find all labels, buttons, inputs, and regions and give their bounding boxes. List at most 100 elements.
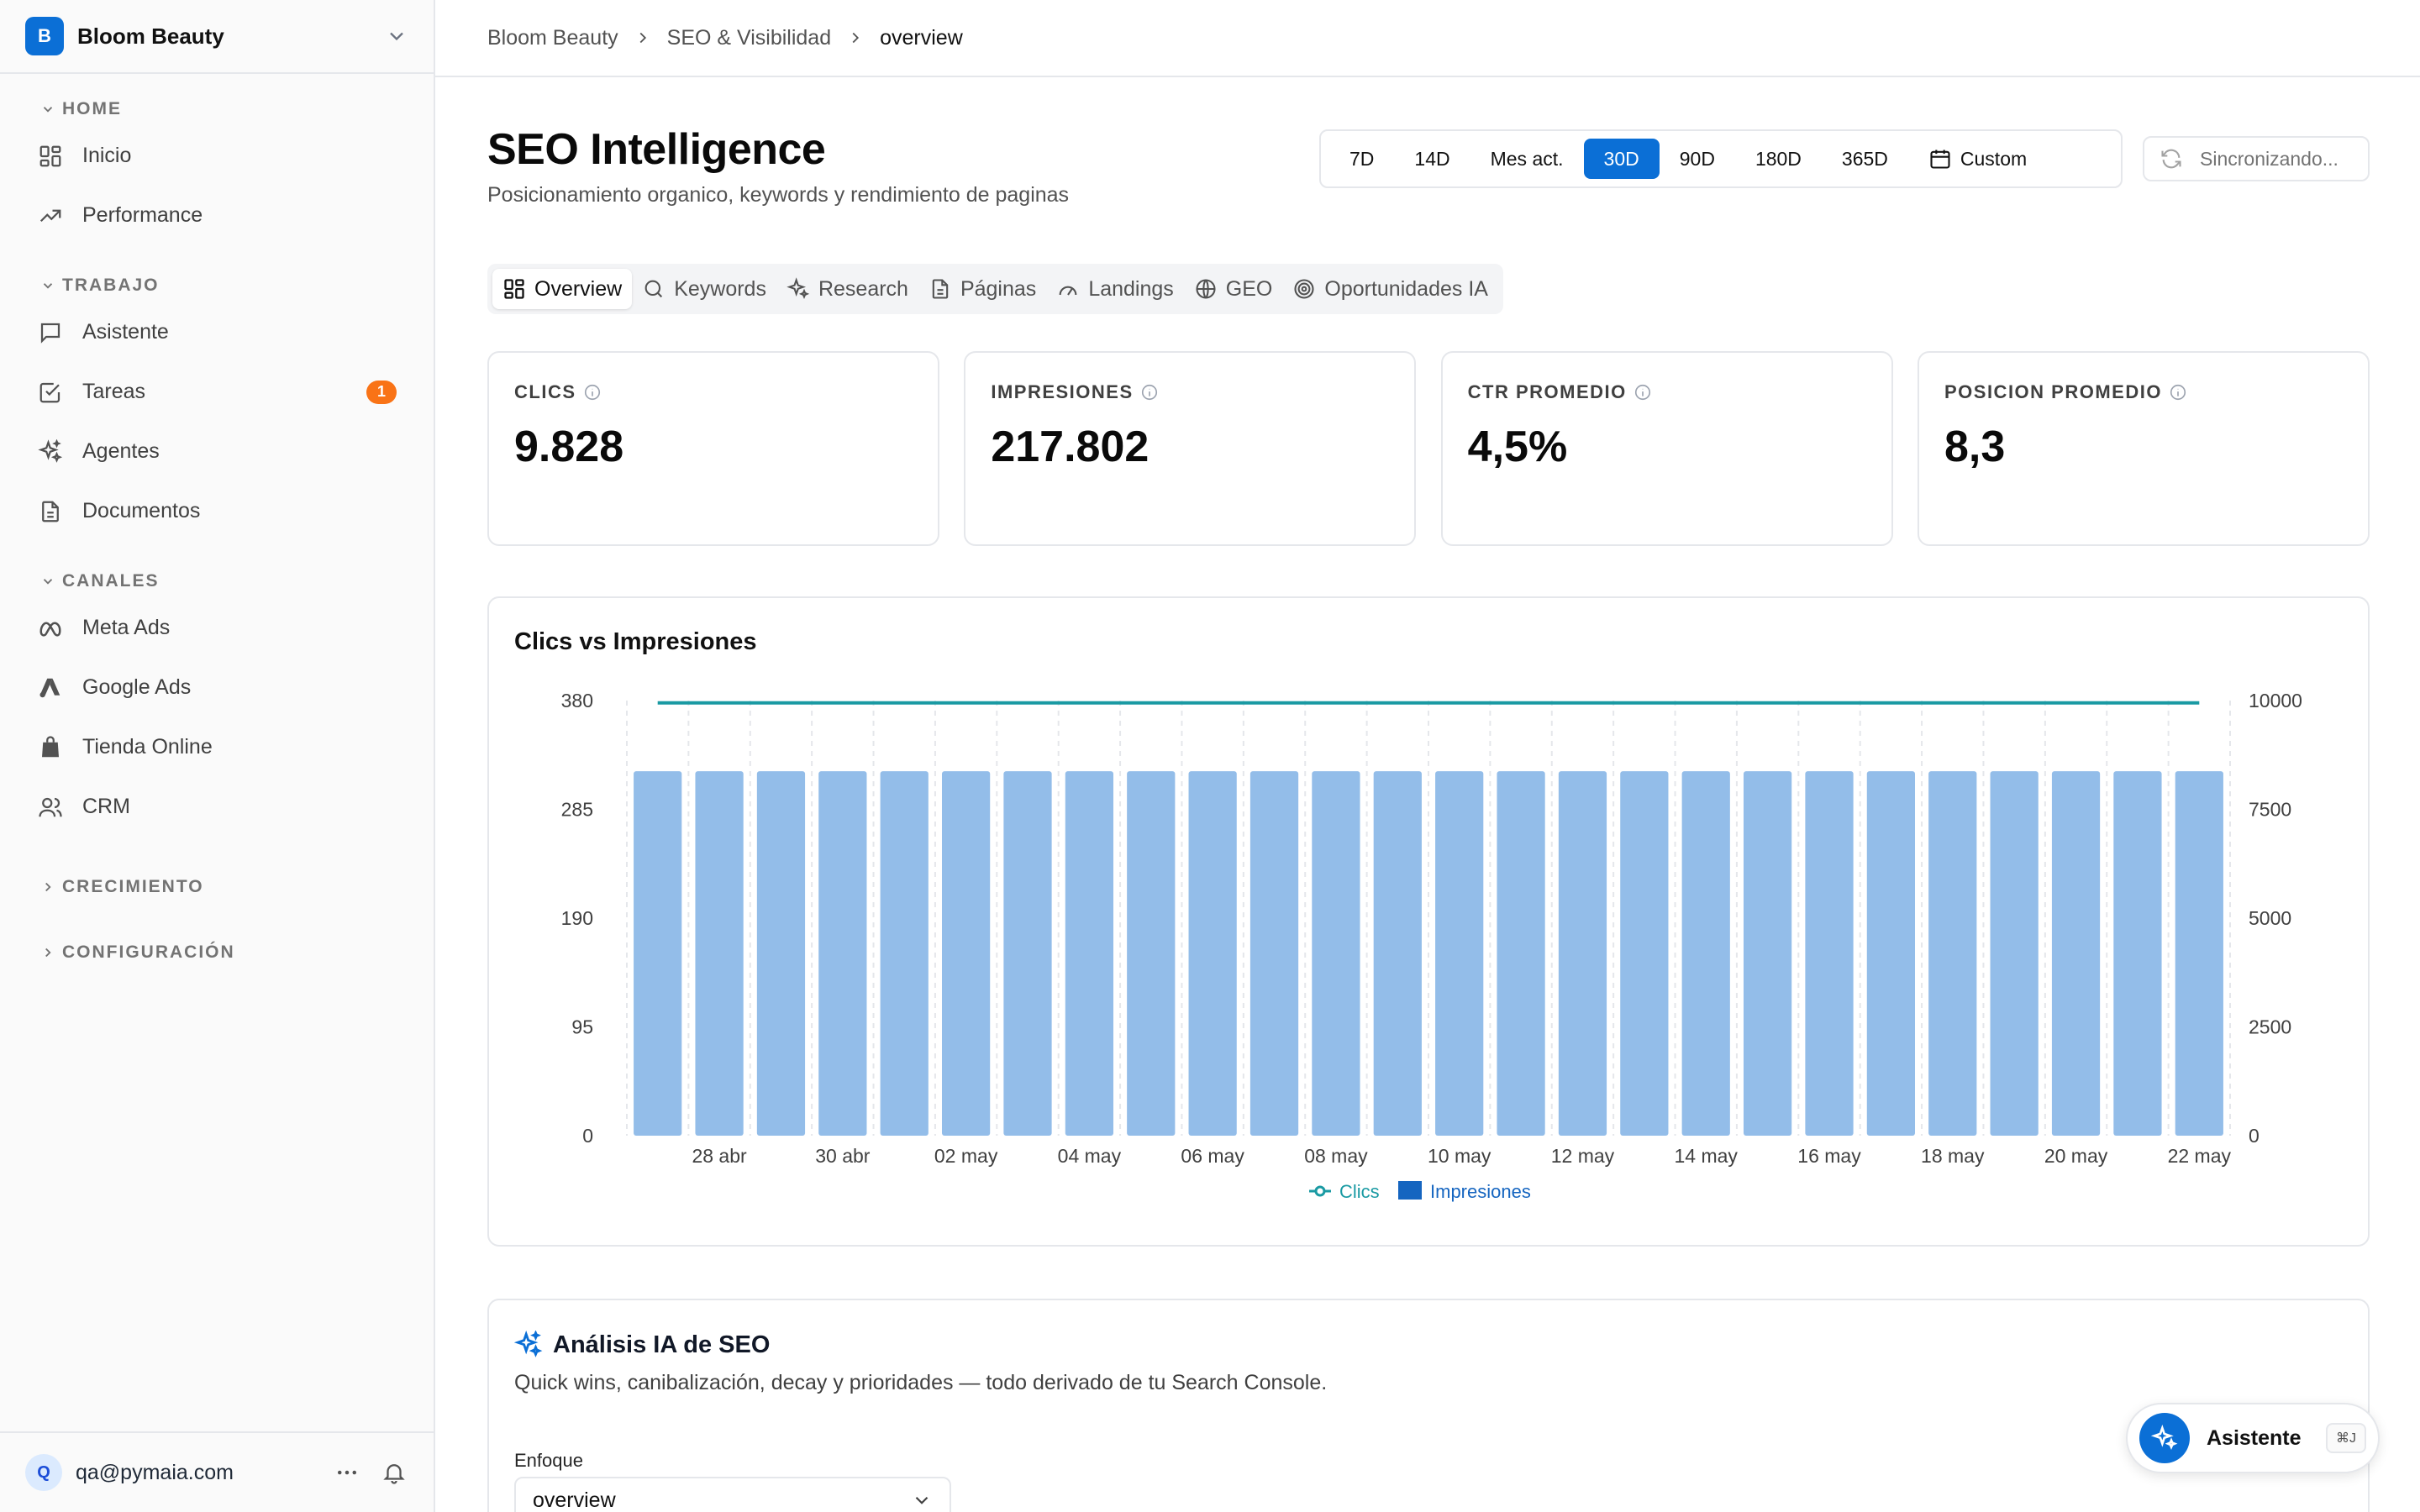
x-tick-label: 06 may: [1181, 1145, 1244, 1167]
info-icon[interactable]: [2169, 383, 2187, 402]
tab-keywords[interactable]: Keywords: [632, 269, 776, 309]
shopping-bag-icon: [37, 734, 64, 761]
chevron-down-icon: [915, 1496, 929, 1504]
more-horizontal-icon[interactable]: [333, 1458, 361, 1487]
globe-icon: [1196, 279, 1216, 299]
impresiones-bar: [1620, 771, 1669, 1136]
sidebar-item-performance[interactable]: Performance: [0, 186, 434, 245]
x-tick-label: 04 may: [1058, 1145, 1122, 1167]
impresiones-bar: [1743, 771, 1792, 1136]
x-tick-label: 14 may: [1675, 1145, 1739, 1167]
section-canales[interactable]: CANALES: [0, 564, 434, 598]
kpi-row: CLICS 9.828 IMPRESIONES 217.802 CTR PROM…: [487, 351, 2370, 546]
tab-oportunidades-ia[interactable]: Oportunidades IA: [1282, 269, 1498, 309]
target-icon: [1294, 279, 1314, 299]
workspace-switcher[interactable]: B Bloom Beauty: [0, 0, 434, 74]
impresiones-bar: [1928, 771, 1977, 1136]
kpi-label-text: CTR PROMEDIO: [1467, 381, 1627, 402]
kpi-value: 9.828: [514, 423, 624, 471]
impresiones-bar: [695, 771, 744, 1136]
y-right-tick-label: 10000: [2249, 690, 2302, 711]
breadcrumb: Bloom Beauty SEO & Visibilidad overview: [435, 0, 2420, 77]
sidebar-item-asistente[interactable]: Asistente: [0, 302, 434, 362]
range-90d[interactable]: 90D: [1679, 147, 1715, 170]
gauge-icon: [1059, 286, 1077, 296]
date-range-selector: 7D 14D Mes act. 30D 90D 180D 365D Custom: [1319, 129, 2123, 188]
impresiones-bar: [2051, 771, 2101, 1136]
user-footer: Q qa@pymaia.com: [0, 1431, 434, 1512]
page-title: SEO Intelligence: [487, 125, 826, 174]
sidebar-item-google-ads[interactable]: Google Ads: [0, 658, 434, 717]
impresiones-bar: [1990, 771, 2039, 1136]
range-7d[interactable]: 7D: [1349, 147, 1375, 170]
sidebar-item-tareas[interactable]: Tareas 1: [0, 362, 434, 422]
focus-select[interactable]: overview: [514, 1477, 951, 1512]
range-30d[interactable]: 30D: [1583, 139, 1660, 179]
sidebar-item-meta-ads[interactable]: Meta Ads: [0, 598, 434, 658]
range-180d[interactable]: 180D: [1754, 147, 1802, 170]
info-icon[interactable]: [583, 383, 602, 402]
range-custom[interactable]: Custom: [1908, 139, 2047, 179]
info-icon[interactable]: [1140, 383, 1159, 402]
range-14d[interactable]: 14D: [1414, 147, 1450, 170]
chevron-down-icon: [43, 579, 53, 585]
range-365d[interactable]: 365D: [1841, 147, 1888, 170]
sidebar-item-label: Documentos: [82, 499, 201, 522]
tab-label: Oportunidades IA: [1324, 276, 1488, 301]
assistant-fab[interactable]: Asistente ⌘J: [2126, 1403, 2380, 1473]
tab-landings[interactable]: Landings: [1046, 269, 1183, 309]
sidebar-item-tienda-online[interactable]: Tienda Online: [0, 717, 434, 777]
google-ads-icon: [37, 675, 64, 701]
document-icon: [37, 498, 64, 525]
checkbox-icon: [37, 379, 64, 406]
sidebar-item-agentes[interactable]: Agentes: [0, 422, 434, 481]
section-home[interactable]: HOME: [0, 92, 434, 126]
section-configuracion[interactable]: CONFIGURACIÓN: [0, 936, 434, 969]
ai-analysis-card: Análisis IA de SEO Quick wins, canibaliz…: [487, 1299, 2370, 1512]
avatar[interactable]: Q: [25, 1454, 62, 1491]
sidebar-item-documentos[interactable]: Documentos: [0, 481, 434, 541]
chevron-right-icon: [852, 32, 860, 44]
tab-paginas[interactable]: Páginas: [918, 269, 1046, 309]
legend-impresiones-marker: [1398, 1181, 1422, 1200]
tab-label: GEO: [1225, 276, 1273, 301]
impresiones-bar: [1435, 771, 1484, 1136]
range-mes-actual[interactable]: Mes act.: [1490, 147, 1564, 170]
x-tick-label: 16 may: [1797, 1145, 1861, 1167]
kpi-label-text: CLICS: [514, 381, 576, 402]
sync-label: Sincronizando...: [2200, 147, 2338, 170]
section-crecimiento[interactable]: CRECIMIENTO: [0, 870, 434, 904]
ai-analysis-title: Análisis IA de SEO: [514, 1331, 770, 1359]
user-email[interactable]: qa@pymaia.com: [76, 1460, 234, 1484]
chart-title: Clics vs Impresiones: [514, 628, 757, 655]
grid-icon: [37, 143, 64, 170]
kpi-label: CLICS: [514, 381, 913, 403]
section-trabajo[interactable]: TRABAJO: [0, 269, 434, 302]
y-left-tick-label: 190: [561, 907, 593, 929]
sidebar-item-label: Agentes: [82, 439, 160, 463]
impresiones-bar: [818, 771, 867, 1136]
sidebar-item-label: Performance: [82, 203, 203, 227]
kpi-value: 4,5%: [1467, 423, 1568, 471]
impresiones-bar: [1065, 771, 1114, 1136]
kpi-label-text: POSICION PROMEDIO: [1944, 381, 2162, 402]
sidebar-item-inicio[interactable]: Inicio: [0, 126, 434, 186]
impresiones-bar: [634, 771, 682, 1136]
focus-select-value: overview: [533, 1488, 616, 1512]
search-icon: [644, 280, 663, 298]
tab-label: Research: [818, 276, 908, 301]
sparkles-icon: [514, 1331, 543, 1357]
kpi-value: 8,3: [1944, 423, 2006, 471]
breadcrumb-item[interactable]: SEO & Visibilidad: [666, 25, 832, 50]
bell-icon[interactable]: [380, 1458, 408, 1487]
info-icon[interactable]: [1634, 383, 1652, 402]
tab-overview[interactable]: Overview: [492, 269, 633, 309]
sidebar-nav: HOME Inicio Performance TRABAJO Asistent…: [0, 92, 434, 969]
breadcrumb-item[interactable]: Bloom Beauty: [487, 25, 618, 50]
clics-vs-impresiones-chart[interactable]: 0 95 190 285 380 0 2500 5000 7500 10000 28 abr 30 a…: [489, 598, 2368, 1245]
tab-research[interactable]: Research: [776, 269, 918, 309]
sync-button[interactable]: Sincronizando...: [2143, 136, 2370, 181]
sidebar-item-crm[interactable]: CRM: [0, 777, 434, 837]
tab-geo[interactable]: GEO: [1184, 269, 1283, 309]
sidebar-item-label: Tienda Online: [82, 735, 213, 759]
